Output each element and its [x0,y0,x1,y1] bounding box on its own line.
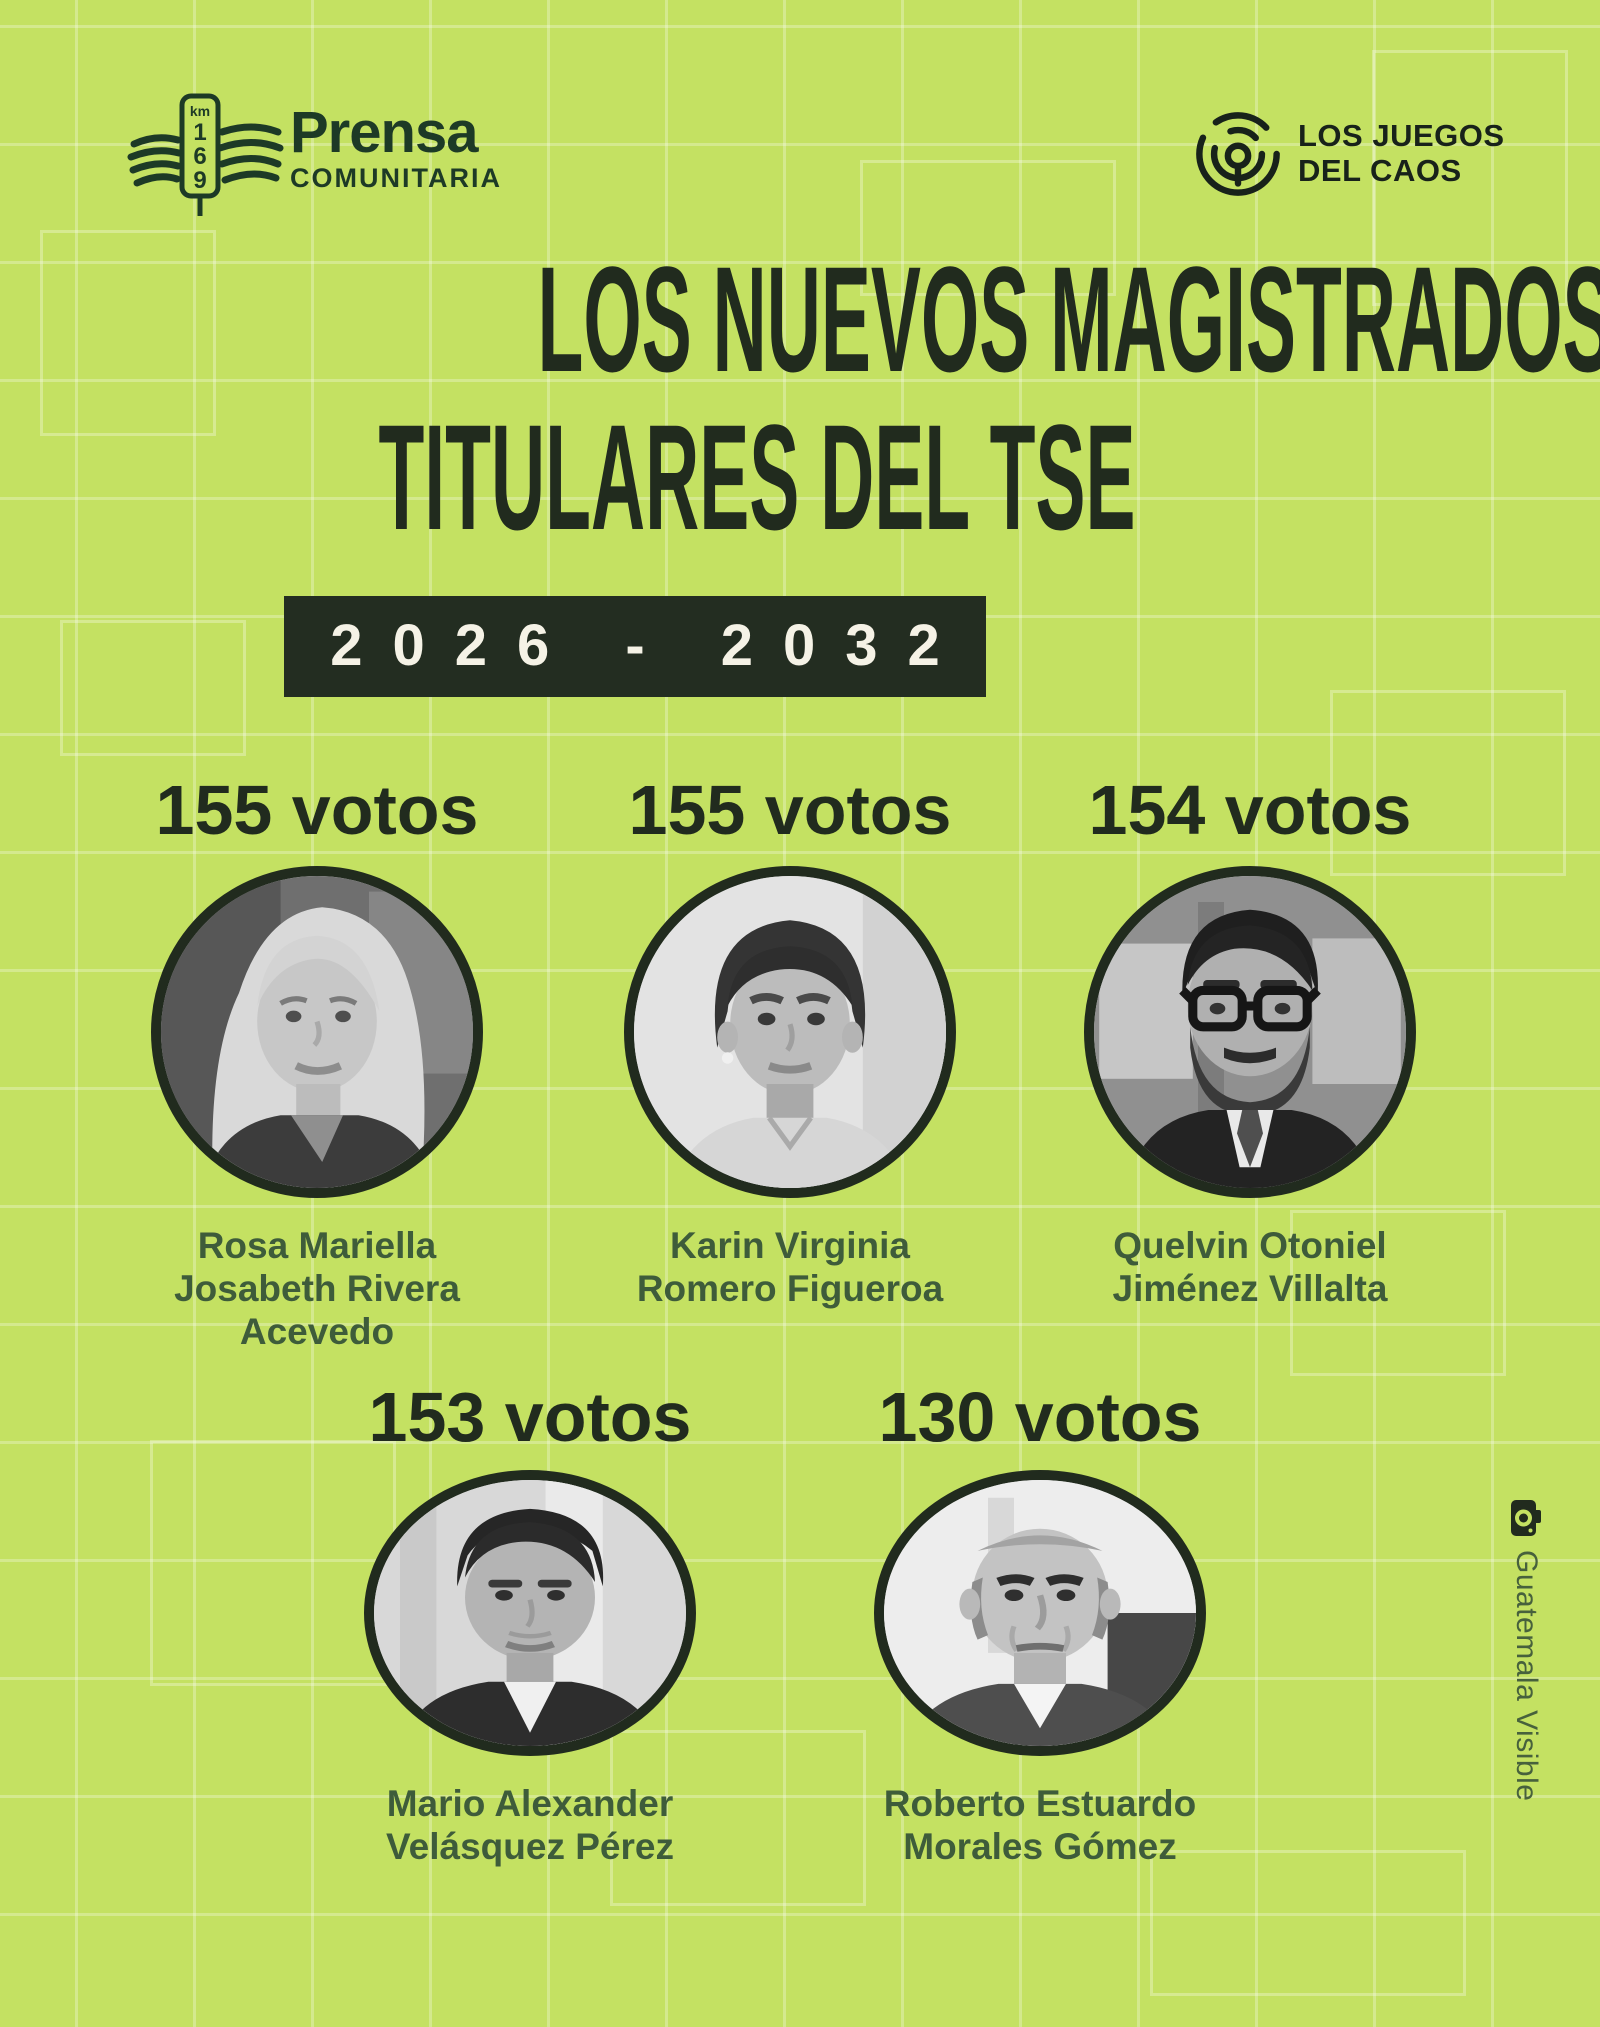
camera-icon [1511,1500,1541,1536]
magistrate-name: Karin Virginia Romero Figueroa [636,1225,944,1309]
headline-block: LOS NUEVOS MAGISTRADOS TITULARES DEL TSE… [0,235,1600,697]
prensa-comunitaria-logo: km 1 6 9 Prensa COMUNITARIA [126,90,502,218]
photo-roberto-morales [884,1480,1196,1746]
sign-digit: 9 [193,167,206,194]
photo-rosa-rivera [161,876,473,1188]
campaign-line2: DEL CAOS [1298,153,1462,188]
km-label: km [190,103,210,119]
grid-patch [610,1730,866,1906]
magistrate-card: 155 votos Rosa Mariella [87,775,547,1353]
votes-label: 154 votos [1088,771,1412,849]
votes-label: 155 votos [155,771,479,849]
guatemala-visible-watermark: Guatemala Visible [1504,1498,1548,1801]
los-juegos-del-caos-logo: LOS JUEGOS DEL CAOS [1192,108,1505,200]
photo-mario-velasquez [374,1480,686,1746]
sign-digit: 6 [193,143,206,170]
magistrate-card: 155 votos Ka [560,775,1020,1310]
brand-title: Prensa [290,100,478,165]
km-169-road-sign-icon: km 1 6 9 [127,93,284,216]
grid-patch [1150,1850,1466,1996]
grid-patch [860,160,1116,296]
magistrate-name: Quelvin Otoniel Jiménez Villalta [1112,1225,1388,1309]
grid-patch [1330,690,1566,876]
grid-patch [60,620,246,756]
votes-label: 153 votos [368,1378,692,1456]
brand-subtitle: COMUNITARIA [290,163,502,193]
portrait-frame [1084,866,1416,1198]
magistrate-name: Rosa Mariella Josabeth Rivera Acevedo [174,1225,460,1352]
grid-patch [40,230,216,436]
portrait-frame [874,1470,1206,1756]
grid-patch [1372,50,1568,306]
votes-label: 130 votos [878,1378,1202,1456]
portrait-frame [624,866,956,1198]
magistrate-card: 130 votos [810,1382,1270,1868]
magistrate-card: 154 votos [1020,775,1480,1310]
magistrate-card: 153 votos Mario Alexa [300,1382,760,1868]
magistrate-name: Mario Alexander Velásquez Pérez [386,1783,674,1867]
photo-quelvin-jimenez [1094,876,1406,1188]
grid-patch [1290,1210,1506,1376]
photo-karin-romero [634,876,946,1188]
headline-line1: LOS NUEVOS MAGISTRADOS [537,235,1600,403]
portrait-frame [364,1470,696,1756]
headline-line2: TITULARES DEL TSE [378,393,1136,561]
magistrate-name: Roberto Estuardo Morales Gómez [883,1783,1197,1867]
period-banner: 2026 - 2032 [284,596,986,697]
sign-digit: 1 [193,119,206,146]
votes-label: 155 votos [628,771,952,849]
maze-circle-icon [1196,112,1280,196]
portrait-frame [151,866,483,1198]
watermark-label: Guatemala Visible [1510,1550,1543,1802]
campaign-line1: LOS JUEGOS [1298,118,1505,154]
